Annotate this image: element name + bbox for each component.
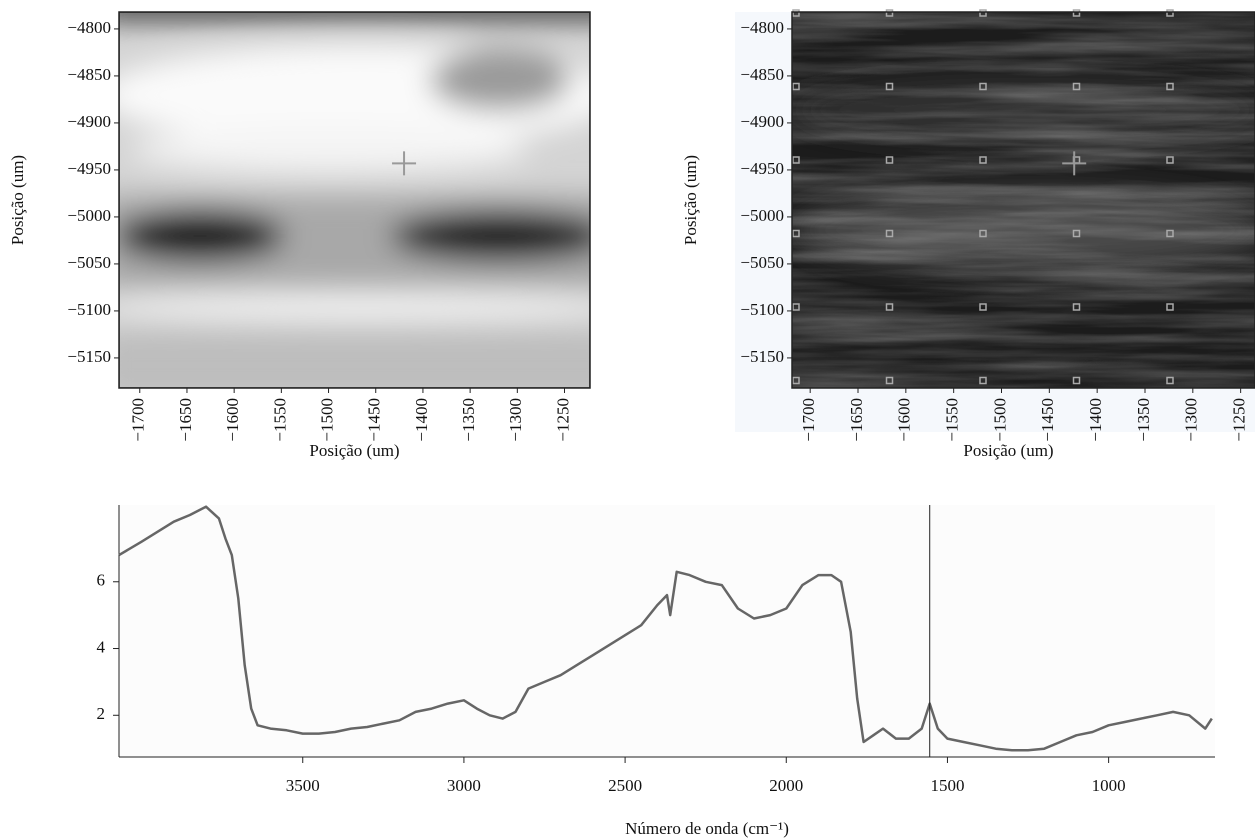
grid-marker [885,229,894,238]
x-tick-label: −1600 [895,398,914,442]
grid-marker [1072,229,1081,238]
grid-marker [979,156,987,164]
y-tick-label: −5150 [740,347,784,366]
plot-frame [791,11,1255,389]
grid-marker [885,303,894,311]
y-tick-label: 4 [97,637,106,656]
y-tick-label: −5100 [67,300,111,319]
y-axis-label: Posição (um) [8,155,27,245]
y-tick-label: 6 [97,571,106,590]
y-tick-label: −4850 [740,65,784,84]
y-tick-label: −4900 [740,112,784,131]
x-tick-label: −1500 [317,398,336,442]
grid-marker [1072,82,1081,91]
grid-marker [1166,229,1174,238]
grid-marker [885,376,894,385]
x-axis-label: Posição (um) [309,441,399,460]
x-tick-label: 2000 [769,776,803,795]
x-tick-label: 3000 [447,776,481,795]
x-tick-label: −1500 [990,398,1009,442]
heatmap-image [119,12,590,388]
grid-marker [792,82,800,91]
x-tick-label: −1350 [1134,398,1153,442]
y-tick-label: −4900 [67,112,111,131]
microscope-image [792,12,1255,388]
x-tick-label: −1400 [1086,398,1105,442]
grid-marker [1166,82,1174,91]
y-tick-label: −5100 [740,300,784,319]
grid-marker [792,303,800,311]
x-tick-label: −1400 [412,398,431,442]
grid-marker [979,9,987,17]
x-tick-label: −1350 [459,398,478,442]
y-tick-label: 2 [97,704,106,723]
y-tick-label: −4800 [740,18,784,37]
y-tick-label: −5050 [67,253,111,272]
grid-marker [792,229,800,238]
y-tick-label: −4800 [67,18,111,37]
grid-marker [1166,156,1174,164]
y-tick-label: −4850 [67,65,111,84]
x-tick-label: −1250 [1230,398,1249,442]
y-tick-label: −4950 [67,159,111,178]
x-tick-label: −1700 [799,398,818,442]
x-tick-label: −1700 [129,398,148,442]
grid-marker [979,229,987,238]
y-tick-label: −5000 [67,206,111,225]
x-tick-label: −1300 [1182,398,1201,442]
grid-marker [979,303,987,311]
y-tick-label: −5050 [740,253,784,272]
x-tick-label: −1300 [506,398,525,442]
y-tick-label: −5150 [67,347,111,366]
grid-marker [979,82,987,91]
grid-marker [792,156,800,164]
x-tick-label: 1000 [1092,776,1126,795]
grid-marker [792,376,800,385]
x-tick-label: −1250 [553,398,572,442]
x-tick-label: −1600 [223,398,242,442]
x-tick-label: −1450 [365,398,384,442]
x-tick-label: −1650 [847,398,866,442]
y-axis-label: Posição (um) [681,155,700,245]
grid-marker [885,156,894,164]
grid-marker [792,9,800,17]
y-tick-label: −5000 [740,206,784,225]
plot-background [119,505,1215,757]
x-tick-label: 1500 [930,776,964,795]
x-tick-label: 2500 [608,776,642,795]
grid-marker [1166,376,1174,385]
plot-frame [118,11,591,389]
grid-marker [1072,376,1081,385]
x-tick-label: −1450 [1038,398,1057,442]
grid-marker [1072,9,1081,17]
grid-marker [1166,303,1174,311]
grid-marker [885,82,894,91]
x-tick-label: 3500 [286,776,320,795]
grid-marker [979,376,987,385]
y-tick-label: −4950 [740,159,784,178]
spectrum-line [118,505,1213,752]
grid-marker [885,9,894,17]
x-axis-label: Número de onda (cm⁻¹) [625,819,789,838]
x-tick-label: −1650 [176,398,195,442]
x-tick-label: −1550 [270,398,289,442]
grid-marker [1166,9,1174,17]
x-axis-label: Posição (um) [963,441,1053,460]
grid-marker [1072,303,1081,311]
x-tick-label: −1550 [943,398,962,442]
